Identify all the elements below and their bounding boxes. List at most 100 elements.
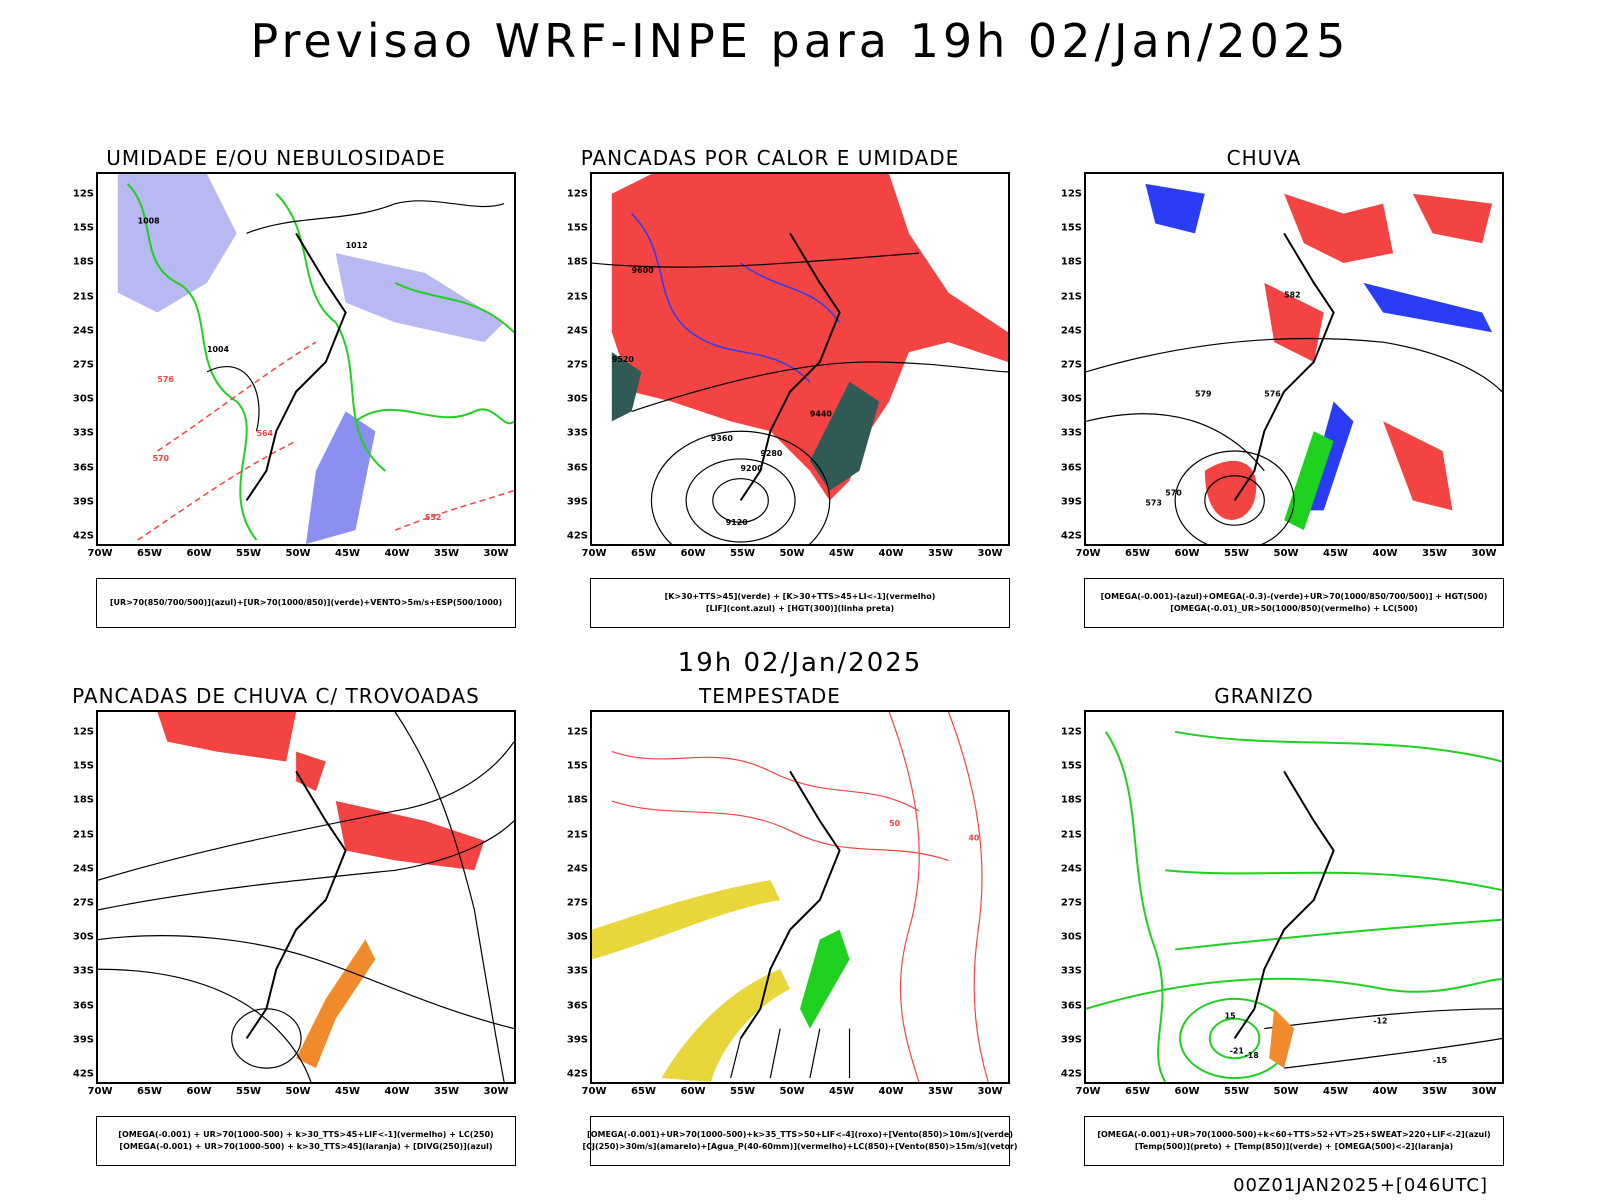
latitude-tick-label: 21S xyxy=(566,829,588,841)
low-center-contour xyxy=(231,1008,302,1069)
longitude-tick-label: 70W xyxy=(1075,548,1101,559)
temp850-contour xyxy=(1174,730,1502,763)
longitude-tick-label: 45W xyxy=(829,1086,854,1097)
longitude-tick-label: 55W xyxy=(236,1086,261,1097)
panel-title: PANCADAS DE CHUVA C/ TROVOADAS xyxy=(72,684,480,708)
legend-line: [UR>70(850/700/500)](azul)+[UR>70(1000/8… xyxy=(109,598,503,607)
longitude-tick-label: 35W xyxy=(1422,548,1447,559)
panel-tempestade: TEMPESTADE 12S 15S 18S 21S 24S 27S 30S 33S 36S 39… xyxy=(540,684,1018,1166)
longitude-tick-label: 30W xyxy=(1471,1086,1497,1097)
latitude-tick-label: 15S xyxy=(72,222,94,234)
low-center-contour xyxy=(1174,450,1295,544)
legend-box: [OMEGA(-0.001) + UR>70(1000-500) + k>30_… xyxy=(96,1116,516,1166)
panel-title: GRANIZO xyxy=(1214,684,1314,708)
panel-pancadas-trovoadas: PANCADAS DE CHUVA C/ TROVOADAS 12S 15S 18S… xyxy=(46,684,516,1166)
instability-green-area xyxy=(809,381,880,491)
omega-orange-area xyxy=(1269,1008,1294,1069)
panel-title: CHUVA xyxy=(1226,146,1302,170)
streamline xyxy=(98,820,514,911)
longitude-tick-label: 55W xyxy=(730,1086,755,1097)
longitude-tick-label: 50W xyxy=(779,1086,805,1097)
coastline xyxy=(245,232,347,502)
longitude-tick-label: 60W xyxy=(186,1086,212,1097)
contour-label: 9200 xyxy=(741,464,764,473)
longitude-tick-label: 55W xyxy=(730,548,755,559)
pressure-contour xyxy=(206,366,260,432)
longitude-tick-label: 70W xyxy=(87,1086,113,1097)
latitude-tick-label: 30S xyxy=(1060,393,1082,405)
latitude-tick-label: 27S xyxy=(1060,359,1082,371)
panel-umidade: UMIDADE E/OU NEBULOSIDADE 12S 15S 18S 21S 24… xyxy=(46,146,516,628)
rain-blue-area xyxy=(1363,282,1493,333)
humidity-850-500-area xyxy=(335,253,505,343)
legend-line: [OMEGA(-0.001) + UR>70(1000-500) + k>30_… xyxy=(118,1130,494,1139)
latitude-tick-label: 30S xyxy=(566,393,588,405)
contour-label: 579 xyxy=(1195,390,1212,399)
thickness-contour xyxy=(137,440,297,541)
panel-pancadas-calor: PANCADAS POR CALOR E UMIDADE 12S 15S 18S 21… xyxy=(540,146,1010,628)
latitude-tick-label: 15S xyxy=(1060,760,1082,772)
latitude-tick-label: 18S xyxy=(566,256,588,268)
instability-green-area xyxy=(611,352,642,422)
longitude-tick-label: 55W xyxy=(1224,1086,1249,1097)
storm-red-area xyxy=(296,751,326,792)
humidity-850-500-area xyxy=(117,174,237,313)
latitude-tick-label: 18S xyxy=(1060,794,1082,806)
longitude-tick-label: 70W xyxy=(581,548,607,559)
legend-box: [OMEGA(-0.001)+UR>70(1000-500)+k>35_TTS>… xyxy=(582,1116,1018,1166)
latitude-tick-label: 24S xyxy=(1060,863,1082,875)
longitude-tick-label: 70W xyxy=(1075,1086,1101,1097)
rain-red-area xyxy=(1383,421,1453,511)
model-run-label: 00Z01JAN2025+[046UTC] xyxy=(1233,1175,1488,1196)
latitude-tick-label: 39S xyxy=(72,1034,94,1046)
latitude-axis: 12S 15S 18S 21S 24S 27S 30S 33S 36S 39S 42S xyxy=(54,710,94,1084)
longitude-tick-label: 35W xyxy=(434,1086,459,1097)
contour-label: 9280 xyxy=(760,449,783,458)
rain-red-area xyxy=(1264,282,1324,362)
latitude-tick-label: 12S xyxy=(566,188,588,200)
longitude-tick-label: 65W xyxy=(137,1086,162,1097)
longitude-axis: 70W 65W 60W 55W 50W 45W 40W 35W 30W xyxy=(582,548,1010,562)
longitude-tick-label: 65W xyxy=(631,1086,656,1097)
longitude-tick-label: 65W xyxy=(1125,548,1150,559)
contour-label: 9120 xyxy=(726,518,749,527)
temp850-contour xyxy=(1165,869,1502,892)
legend-line: [Temp(500)](preto) + [Temp(850)](verde) … xyxy=(1134,1142,1454,1151)
wind-vector xyxy=(730,1038,742,1079)
longitude-tick-label: 30W xyxy=(977,1086,1003,1097)
latitude-tick-label: 33S xyxy=(566,965,588,977)
longitude-axis: 70W 65W 60W 55W 50W 45W 40W 35W 30W xyxy=(88,1086,516,1100)
humidity-1000-850-contour xyxy=(275,193,386,472)
latitude-tick-label: 12S xyxy=(72,726,94,738)
latitude-tick-label: 42S xyxy=(72,1068,94,1080)
longitude-tick-label: 30W xyxy=(483,548,509,559)
temp850-contour xyxy=(1086,977,1502,1010)
latitude-tick-label: 24S xyxy=(72,863,94,875)
latitude-tick-label: 42S xyxy=(1060,530,1082,542)
lifted-index-contour xyxy=(631,213,811,383)
longitude-tick-label: 50W xyxy=(779,548,805,559)
longitude-tick-label: 40W xyxy=(1372,548,1398,559)
thickness-contour xyxy=(157,341,317,452)
humidity-1000-850-contour xyxy=(394,281,514,333)
latitude-tick-label: 27S xyxy=(1060,897,1082,909)
latitude-tick-label: 33S xyxy=(1060,427,1082,439)
longitude-tick-label: 60W xyxy=(1174,1086,1200,1097)
longitude-tick-label: 30W xyxy=(1471,548,1497,559)
contour-label: 9600 xyxy=(632,266,655,275)
latitude-tick-label: 18S xyxy=(566,794,588,806)
jet-stream-yellow-area xyxy=(661,969,791,1082)
latitude-tick-label: 12S xyxy=(566,726,588,738)
temp500-contour xyxy=(1264,1008,1502,1030)
longitude-tick-label: 45W xyxy=(829,548,854,559)
longitude-tick-label: 60W xyxy=(186,548,212,559)
longitude-tick-label: 35W xyxy=(928,1086,953,1097)
longitude-tick-label: 30W xyxy=(483,1086,509,1097)
longitude-tick-label: 60W xyxy=(680,548,706,559)
longitude-tick-label: 50W xyxy=(285,1086,311,1097)
hgt500-contour xyxy=(1086,337,1502,393)
coastline xyxy=(1233,232,1335,502)
legend-line: [OMEGA(-0.001) + UR>70(1000-500) + k>30_… xyxy=(119,1142,493,1151)
longitude-tick-label: 50W xyxy=(1273,548,1299,559)
longitude-tick-label: 50W xyxy=(1273,1086,1299,1097)
